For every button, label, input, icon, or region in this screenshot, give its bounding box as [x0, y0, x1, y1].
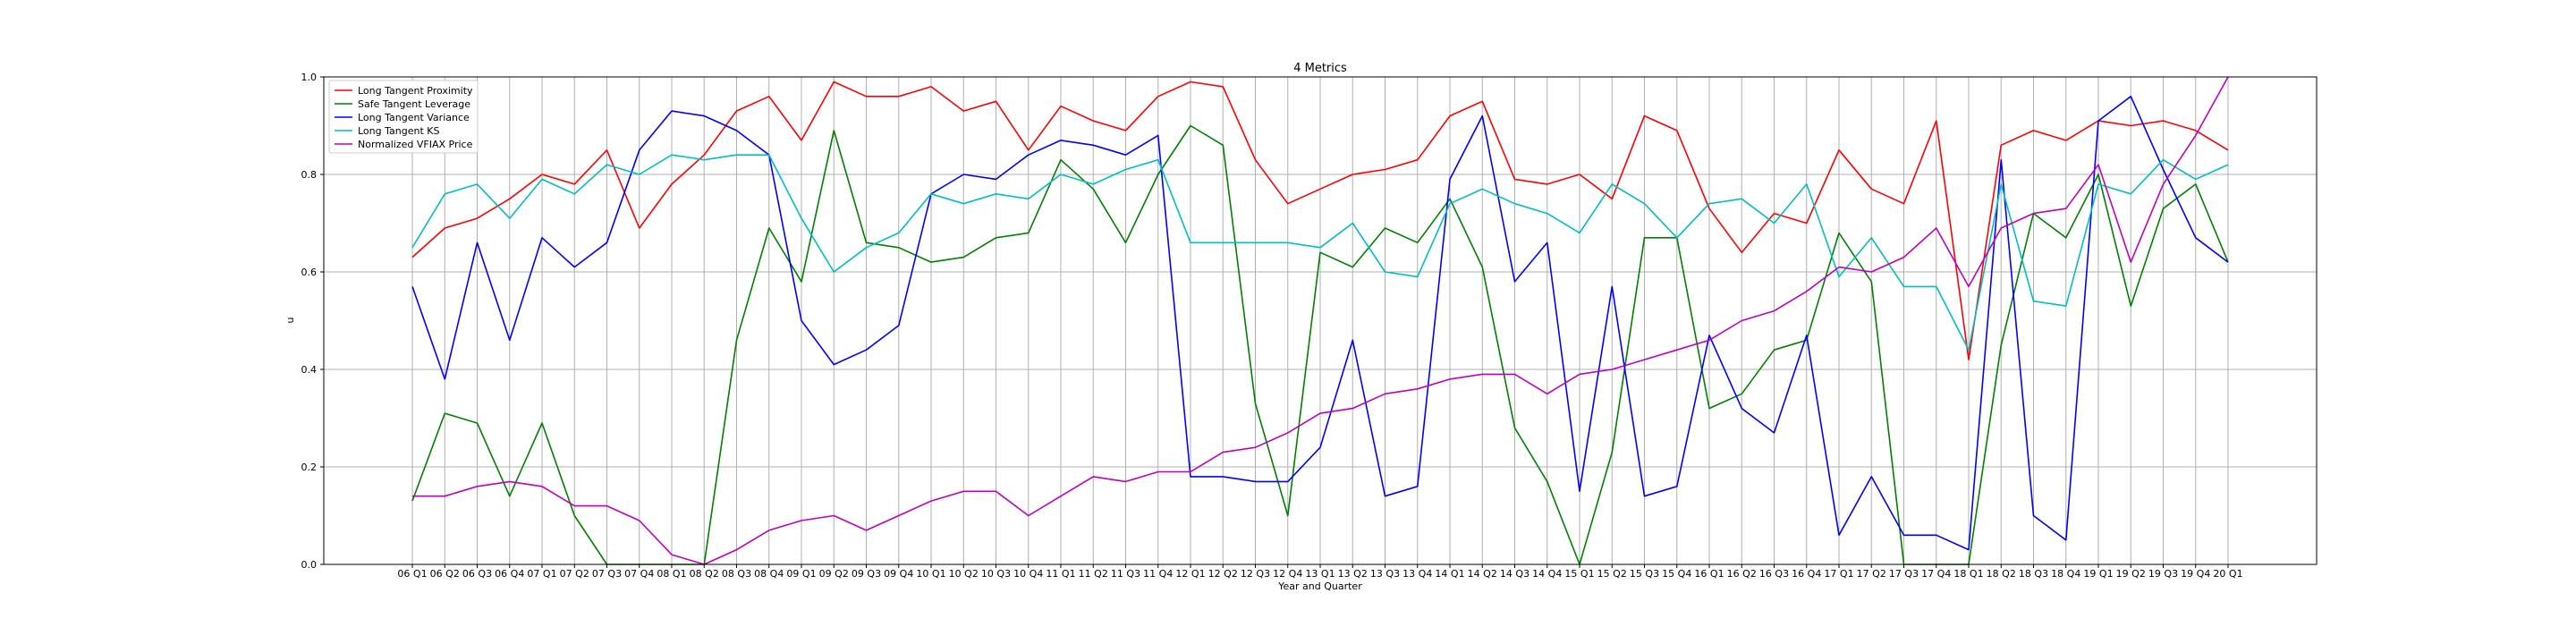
- x-tick-label: 19 Q4: [2181, 568, 2210, 580]
- x-tick-label: 15 Q2: [1597, 568, 1627, 580]
- x-tick-label: 17 Q2: [1857, 568, 1886, 580]
- x-tick-label: 18 Q4: [2051, 568, 2080, 580]
- x-tick-label: 07 Q3: [592, 568, 622, 580]
- x-tick-label: 17 Q3: [1889, 568, 1919, 580]
- x-tick-label: 10 Q4: [1013, 568, 1043, 580]
- x-tick-label: 18 Q3: [2019, 568, 2048, 580]
- series-lines: [411, 76, 2229, 565]
- x-tick-label: 16 Q3: [1759, 568, 1789, 580]
- series-line: [411, 80, 2229, 360]
- x-tick-label: 14 Q4: [1532, 568, 1562, 580]
- y-tick-label: 0.4: [301, 364, 318, 376]
- x-tick-label: 10 Q2: [949, 568, 979, 580]
- x-tick-label: 12 Q2: [1208, 568, 1238, 580]
- x-tick-label: 13 Q3: [1370, 568, 1400, 580]
- x-axis-title: Year and Quarter: [1277, 580, 1362, 592]
- x-tick-label: 18 Q1: [1953, 568, 1983, 580]
- x-tick-label: 08 Q3: [722, 568, 751, 580]
- x-tick-label: 19 Q1: [2083, 568, 2113, 580]
- y-tick-label: 0.0: [301, 559, 318, 571]
- series-line: [411, 154, 2229, 352]
- x-tick-label: 19 Q2: [2116, 568, 2146, 580]
- x-tick-label: 11 Q3: [1111, 568, 1140, 580]
- x-tick-label: 09 Q4: [884, 568, 913, 580]
- y-axis: 0.0 0.2 0.4 0.6 0.8 1.0: [301, 72, 324, 571]
- x-tick-label: 12 Q1: [1175, 568, 1205, 580]
- x-tick-label: 06 Q1: [397, 568, 427, 580]
- x-tick-label: 11 Q2: [1079, 568, 1108, 580]
- y-tick-label: 0.2: [301, 462, 318, 473]
- x-tick-label: 13 Q4: [1402, 568, 1432, 580]
- y-axis-title: u: [284, 318, 296, 324]
- x-tick-label: 15 Q3: [1630, 568, 1659, 580]
- x-tick-label: 07 Q4: [624, 568, 654, 580]
- x-tick-label: 18 Q2: [1987, 568, 2016, 580]
- x-tick-label: 09 Q2: [819, 568, 849, 580]
- series-line: [411, 96, 2229, 551]
- chart-title: 4 Metrics: [1293, 62, 1347, 75]
- x-tick-label: 16 Q1: [1694, 568, 1724, 580]
- legend-label: Normalized VFIAX Price: [358, 139, 473, 150]
- x-tick-label: 16 Q4: [1792, 568, 1821, 580]
- legend-label: Long Tangent KS: [358, 125, 439, 137]
- x-tick-label: 13 Q1: [1305, 568, 1335, 580]
- x-tick-label: 06 Q3: [462, 568, 492, 580]
- legend-label: Long Tangent Variance: [358, 112, 470, 123]
- x-tick-label: 20 Q1: [2213, 568, 2242, 580]
- x-tick-label: 12 Q3: [1241, 568, 1270, 580]
- x-tick-label: 10 Q1: [916, 568, 945, 580]
- x-tick-label: 19 Q3: [2148, 568, 2178, 580]
- x-tick-label: 08 Q2: [690, 568, 719, 580]
- x-tick-label: 15 Q4: [1662, 568, 1691, 580]
- x-tick-label: 14 Q3: [1500, 568, 1530, 580]
- y-tick-label: 0.8: [301, 169, 318, 181]
- x-tick-label: 13 Q2: [1338, 568, 1368, 580]
- x-tick-label: 08 Q1: [657, 568, 686, 580]
- x-tick-label: 07 Q2: [560, 568, 589, 580]
- y-tick-label: 1.0: [301, 72, 318, 83]
- x-tick-label: 06 Q4: [495, 568, 524, 580]
- y-tick-label: 0.6: [301, 267, 318, 278]
- x-tick-label: 14 Q2: [1468, 568, 1497, 580]
- x-tick-label: 14 Q1: [1435, 568, 1464, 580]
- x-tick-label: 09 Q3: [852, 568, 881, 580]
- x-tick-label: 08 Q4: [754, 568, 784, 580]
- series-line: [412, 76, 2229, 565]
- x-tick-label: 16 Q2: [1727, 568, 1757, 580]
- x-tick-label: 07 Q1: [527, 568, 556, 580]
- x-tick-label: 10 Q3: [981, 568, 1011, 580]
- x-tick-label: 09 Q1: [786, 568, 816, 580]
- x-tick-label: 15 Q1: [1564, 568, 1594, 580]
- x-tick-label: 11 Q1: [1046, 568, 1075, 580]
- x-tick-label: 06 Q2: [430, 568, 460, 580]
- x-tick-label: 11 Q4: [1143, 568, 1173, 580]
- x-tick-label: 12 Q4: [1273, 568, 1302, 580]
- legend-label: Safe Tangent Leverage: [358, 98, 470, 110]
- x-tick-label: 17 Q1: [1824, 568, 1853, 580]
- legend-label: Long Tangent Proximity: [358, 85, 473, 97]
- x-axis: 06 Q1 06 Q2 06 Q3 06 Q4 07 Q1 07 Q2 07 Q3 07 Q4…: [397, 564, 2243, 580]
- x-tick-label: 17 Q4: [1921, 568, 1951, 580]
- legend-box: [328, 80, 479, 154]
